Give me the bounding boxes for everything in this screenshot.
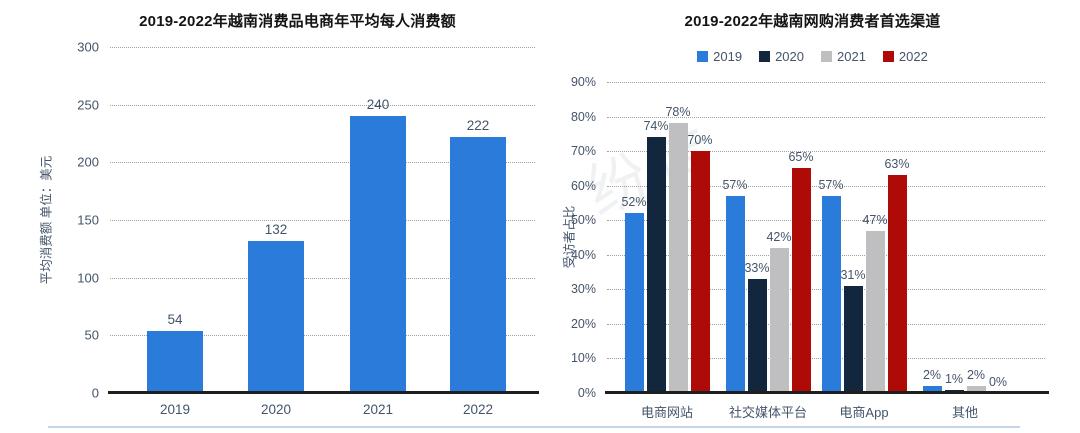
right-chart-plot-area: 0% 10% 20% 30% 40% 50% 60% 70% 80% 90% 52% 74% 78% 70… — [571, 75, 1049, 420]
left-chart-plot-area: 0 50 100 150 200 250 300 54 2019 132 2020 240 2021 22… — [77, 40, 539, 417]
bar-value-label: 132 — [264, 221, 288, 237]
bar-value-label: 57% — [818, 178, 844, 193]
y-tick-label: 100 — [77, 270, 99, 286]
bar-value-label: 47% — [862, 212, 888, 227]
left-chart-y-axis-title: 平均消费额 单位：美元 — [39, 155, 54, 285]
y-tick-label: 80% — [570, 109, 596, 124]
legend-swatch-2020 — [759, 51, 771, 62]
bar-2020-电商App — [843, 285, 863, 393]
bar-value-label: 0% — [988, 375, 1008, 389]
gridline — [110, 104, 535, 106]
bar-2022 — [450, 136, 506, 393]
x-axis-label: 社交媒体平台 — [728, 405, 808, 420]
legend-label-2019: 2019 — [713, 49, 743, 64]
bar-value-label: 57% — [722, 178, 748, 193]
x-axis-line — [605, 391, 1049, 394]
x-axis-label: 2022 — [462, 402, 494, 417]
x-axis-label: 2019 — [159, 402, 191, 417]
gridline — [110, 47, 535, 48]
bar-value-label: 42% — [766, 229, 792, 244]
y-tick-label: 70% — [570, 144, 596, 159]
bar-value-label: 240 — [366, 97, 390, 113]
x-axis-label: 电商App — [839, 405, 889, 420]
bar-value-label: 2% — [922, 368, 942, 383]
y-tick-label: 0% — [577, 386, 596, 400]
bar-2022-电商网站 — [690, 151, 710, 393]
bar-2020-社交媒体平台 — [747, 278, 767, 393]
gridline — [110, 277, 535, 279]
x-axis-label: 2021 — [362, 402, 394, 417]
bar-2020 — [248, 240, 304, 393]
x-axis-label: 其他 — [951, 405, 979, 420]
bar-2019-电商网站 — [624, 213, 644, 393]
bar-2021-电商网站 — [668, 123, 688, 393]
gridline — [110, 162, 535, 164]
y-tick-label: 10% — [570, 351, 596, 366]
bar-2021-电商App — [865, 230, 885, 393]
y-tick-label: 60% — [570, 178, 596, 193]
gridline — [607, 185, 1045, 187]
x-axis-label: 2020 — [260, 402, 292, 417]
bar-2019-其他 — [922, 386, 942, 393]
bar-2019-电商App — [821, 196, 841, 393]
bar-value-label: 70% — [687, 133, 713, 148]
y-tick-label: 150 — [77, 212, 99, 228]
right-chart-legend: 2019 2020 2021 2022 — [545, 49, 1080, 64]
bar-2021 — [350, 116, 406, 393]
legend-swatch-2022 — [882, 51, 894, 62]
bar-value-label: 2% — [966, 368, 986, 383]
legend-label-2022: 2022 — [898, 49, 928, 64]
legend-item-2019: 2019 — [697, 49, 742, 64]
bar-value-label: 65% — [788, 150, 814, 165]
bar-2019 — [147, 330, 203, 393]
x-axis-line — [108, 391, 539, 394]
y-tick-label: 250 — [77, 97, 99, 113]
legend-swatch-2019 — [697, 51, 709, 62]
bar-value-label: 74% — [643, 119, 669, 134]
y-tick-label: 30% — [570, 282, 596, 297]
bar-value-label: 54 — [167, 311, 183, 327]
legend-label-2021: 2021 — [837, 49, 866, 64]
bar-2022-电商App — [887, 175, 907, 393]
bar-value-label: 33% — [744, 260, 770, 275]
gridline — [607, 82, 1045, 83]
y-tick-label: 20% — [570, 316, 596, 331]
chart-avg-spend-per-person: 2019-2022年越南消费品电商年平均每人消费额 平均消费额 单位：美元 0 5… — [39, 13, 539, 417]
gridline — [110, 335, 535, 337]
x-axis-label: 电商网站 — [640, 405, 694, 420]
legend-label-2020: 2020 — [775, 49, 804, 64]
left-chart-title: 2019-2022年越南消费品电商年平均每人消费额 — [139, 13, 456, 30]
bar-2022-社交媒体平台 — [791, 168, 811, 393]
legend-item-2022: 2022 — [882, 49, 928, 64]
y-tick-label: 50% — [570, 213, 596, 228]
bar-value-label: 78% — [665, 105, 691, 120]
y-tick-label: 300 — [77, 39, 99, 55]
y-tick-label: 90% — [570, 75, 596, 89]
right-chart-title: 2019-2022年越南网购消费者首选渠道 — [684, 13, 941, 30]
bar-value-label: 52% — [621, 195, 647, 210]
bar-value-label: 1% — [944, 371, 964, 386]
legend-item-2021: 2021 — [821, 49, 866, 64]
bar-2021-其他 — [966, 386, 986, 393]
legend-item-2020: 2020 — [759, 49, 804, 64]
bar-2020-电商网站 — [646, 137, 666, 393]
bottom-divider-line — [48, 426, 1020, 428]
y-tick-label: 200 — [77, 154, 99, 170]
y-tick-label: 50 — [84, 327, 99, 343]
legend-swatch-2021 — [821, 51, 832, 62]
gridline — [607, 151, 1045, 153]
gridline — [110, 220, 535, 221]
bar-value-label: 31% — [840, 267, 866, 282]
bar-2019-社交媒体平台 — [725, 196, 745, 393]
bar-value-label: 63% — [884, 157, 910, 172]
y-tick-label: 0 — [91, 385, 99, 401]
gridline — [607, 116, 1045, 118]
y-tick-label: 40% — [570, 247, 596, 262]
bar-2021-社交媒体平台 — [769, 247, 789, 393]
bar-value-label: 222 — [466, 117, 490, 133]
